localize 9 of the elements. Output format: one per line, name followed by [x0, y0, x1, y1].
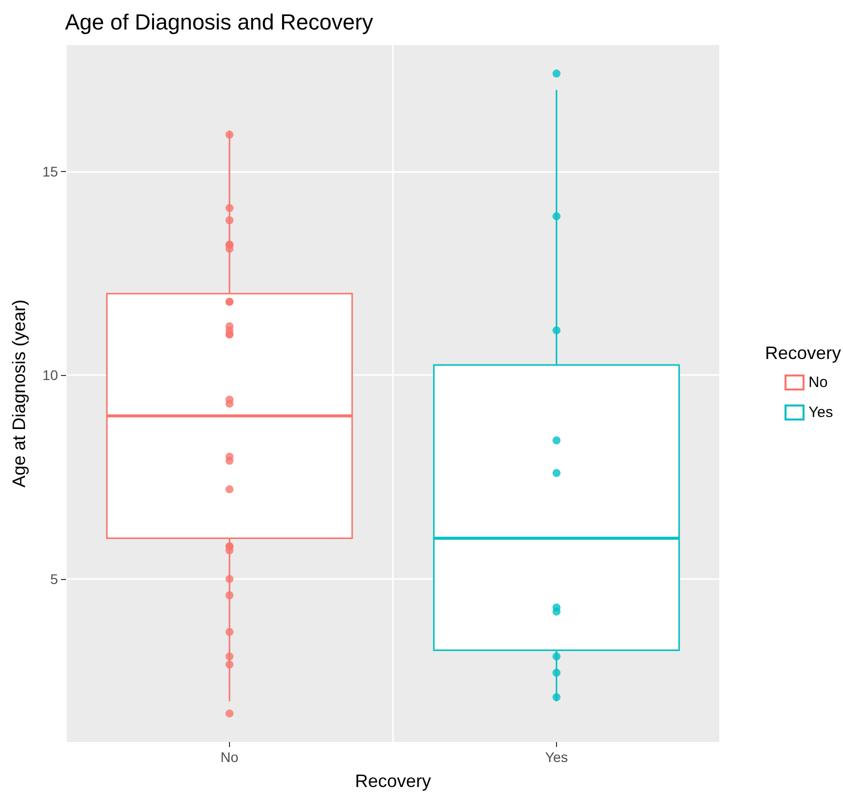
- y-tick-label: 15: [42, 163, 58, 180]
- legend-label: No: [808, 374, 828, 391]
- y-tick-label: 10: [42, 367, 58, 384]
- x-axis-title: Recovery: [354, 771, 432, 791]
- chart-title: Age of Diagnosis and Recovery: [65, 10, 374, 34]
- legend-label: Yes: [808, 404, 834, 421]
- y-axis-title: Age at Diagnosis (year): [9, 299, 29, 488]
- y-tick-label: 5: [50, 570, 58, 587]
- legend-title: Recovery: [764, 343, 842, 363]
